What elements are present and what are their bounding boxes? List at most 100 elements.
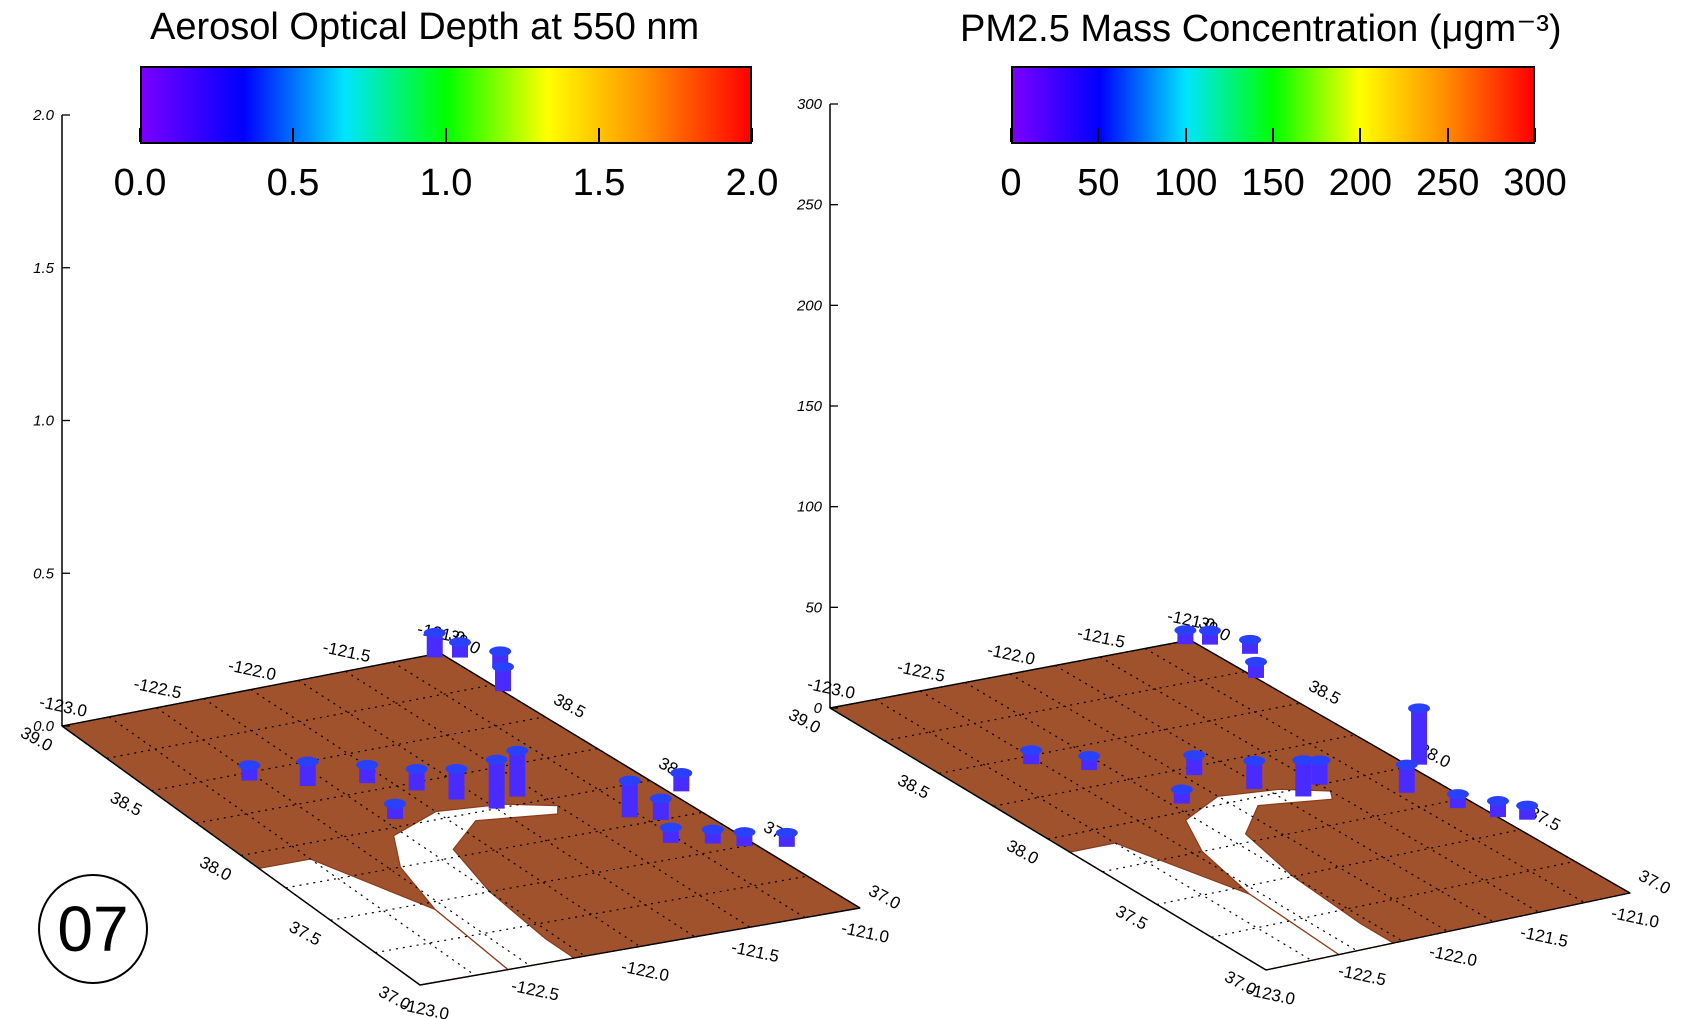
station-bar-cap bbox=[649, 793, 672, 804]
station-bar bbox=[1245, 656, 1267, 678]
station-bar-cap bbox=[670, 768, 693, 779]
station-bar-cap bbox=[384, 798, 407, 809]
station-bar-body bbox=[426, 632, 443, 658]
station-bar-cap bbox=[448, 637, 471, 648]
z-tick-label: 1.5 bbox=[33, 260, 55, 277]
station-bar-cap bbox=[1199, 625, 1222, 636]
station-bar bbox=[1199, 625, 1222, 645]
colorbar-tick-label: 0.0 bbox=[113, 162, 167, 204]
station-bar-cap bbox=[238, 760, 261, 771]
base-edge bbox=[61, 725, 421, 986]
station-bar-cap bbox=[775, 827, 798, 838]
station-bar-cap bbox=[1174, 625, 1197, 636]
station-bar bbox=[1487, 795, 1509, 818]
colorbar-tick bbox=[1446, 128, 1449, 142]
colorbar-tick-label: 100 bbox=[1153, 162, 1218, 204]
station-bar bbox=[405, 764, 428, 791]
station-bar-cap bbox=[1245, 656, 1267, 667]
lon-bottom-label: -121.0 bbox=[840, 918, 891, 947]
grid-line-lat bbox=[938, 702, 1301, 775]
base-edge bbox=[1265, 892, 1631, 971]
colorbar-tick-label: 2.0 bbox=[725, 162, 779, 204]
colorbar-tick-label: 300 bbox=[1503, 162, 1567, 204]
colorbar-tick-label: 1.0 bbox=[419, 162, 473, 204]
lon-top-label: -123.0 bbox=[38, 692, 89, 721]
station-bar bbox=[296, 756, 319, 787]
grid-line-lon bbox=[250, 688, 641, 948]
colorbar-tick bbox=[1184, 128, 1187, 142]
lon-top-label: -123.0 bbox=[806, 674, 857, 703]
grid-line-lon bbox=[1144, 647, 1585, 904]
lon-top-label: -122.5 bbox=[896, 657, 947, 686]
base-edge bbox=[829, 707, 1267, 971]
chart-title-aod: Aerosol Optical Depth at 550 nm bbox=[150, 6, 700, 48]
frame-number-label: 07 bbox=[57, 893, 129, 965]
colorbar-tick bbox=[1010, 128, 1012, 142]
station-bar-cap bbox=[356, 759, 379, 770]
colorbar-tick bbox=[1359, 128, 1362, 142]
station-bar bbox=[775, 827, 798, 847]
station-bar bbox=[448, 637, 471, 658]
station-bar-cap bbox=[1487, 795, 1509, 806]
grid-line-lon bbox=[964, 681, 1403, 942]
station-bar bbox=[423, 627, 446, 658]
station-bar-cap bbox=[1243, 755, 1266, 766]
station-bar bbox=[485, 754, 508, 809]
grid-line-lat bbox=[285, 811, 703, 889]
station-bar bbox=[1446, 789, 1469, 809]
station-bar-cap bbox=[445, 763, 468, 774]
grid-line-lon bbox=[874, 698, 1312, 961]
bay-water bbox=[392, 803, 576, 971]
grid-line-lon bbox=[345, 670, 751, 928]
z-tick-label: 0.0 bbox=[33, 718, 55, 735]
lat-right-label: 37.0 bbox=[1636, 866, 1674, 898]
station-bar-cap bbox=[506, 745, 529, 756]
station-bar-body bbox=[1398, 764, 1415, 793]
colorbar-tick bbox=[1097, 128, 1100, 142]
station-bar-body bbox=[488, 759, 505, 809]
station-bar bbox=[649, 793, 672, 820]
grid-line-lon bbox=[919, 690, 1358, 952]
frame-number-badge: 07 bbox=[38, 874, 148, 984]
station-bar-body bbox=[1411, 708, 1428, 765]
colorbar-tick-label: 50 bbox=[1077, 162, 1120, 204]
station-bar bbox=[1243, 755, 1266, 790]
lon-top-label: -122.5 bbox=[132, 674, 183, 703]
map-panel: 2.01.51.00.50.0-123.0-122.5-122.0-121.5-… bbox=[18, 107, 904, 1019]
grid-line-lat bbox=[196, 748, 598, 824]
station-bar-cap bbox=[618, 775, 641, 786]
station-bar-cap bbox=[1020, 745, 1043, 756]
z-tick-label: 300 bbox=[797, 96, 823, 113]
station-bar bbox=[1408, 703, 1431, 765]
lon-top-label: -122.0 bbox=[227, 656, 278, 685]
station-bar-cap bbox=[1516, 800, 1539, 811]
lon-bottom-label: -122.0 bbox=[1428, 942, 1479, 971]
grid-line-lat bbox=[375, 875, 808, 954]
station-bar-cap bbox=[1446, 789, 1469, 800]
grid-line-lat bbox=[1211, 860, 1576, 938]
station-bar bbox=[659, 822, 682, 843]
map-panel: 300250200150100500-123.0-122.5-122.0-121… bbox=[786, 96, 1674, 1009]
lat-left-label: 38.5 bbox=[107, 788, 145, 820]
station-bar-cap bbox=[1308, 755, 1331, 766]
station-bar-body bbox=[1295, 760, 1312, 797]
z-tick-label: 200 bbox=[796, 297, 823, 314]
station-bar bbox=[701, 824, 724, 844]
station-bar-cap bbox=[405, 764, 428, 775]
station-bar-cap bbox=[659, 822, 682, 833]
grid-line-lat bbox=[330, 843, 756, 921]
grid-line-lon bbox=[1009, 673, 1449, 933]
grid-line-lat bbox=[106, 684, 493, 759]
station-bar bbox=[1308, 755, 1331, 785]
colorbar-tick bbox=[1534, 128, 1536, 142]
lat-right-label: 37.0 bbox=[866, 881, 904, 913]
z-tick-label: 1.0 bbox=[33, 413, 55, 430]
grid-line-lat bbox=[1156, 829, 1521, 906]
station-bar bbox=[670, 768, 693, 792]
chart-title-pm25: PM2.5 Mass Concentration (μgm⁻³) bbox=[960, 8, 1562, 50]
z-tick-label: 0.5 bbox=[33, 565, 55, 582]
z-tick-label: 150 bbox=[797, 398, 823, 415]
station-bar bbox=[384, 798, 407, 820]
station-bar-cap bbox=[1395, 759, 1418, 770]
